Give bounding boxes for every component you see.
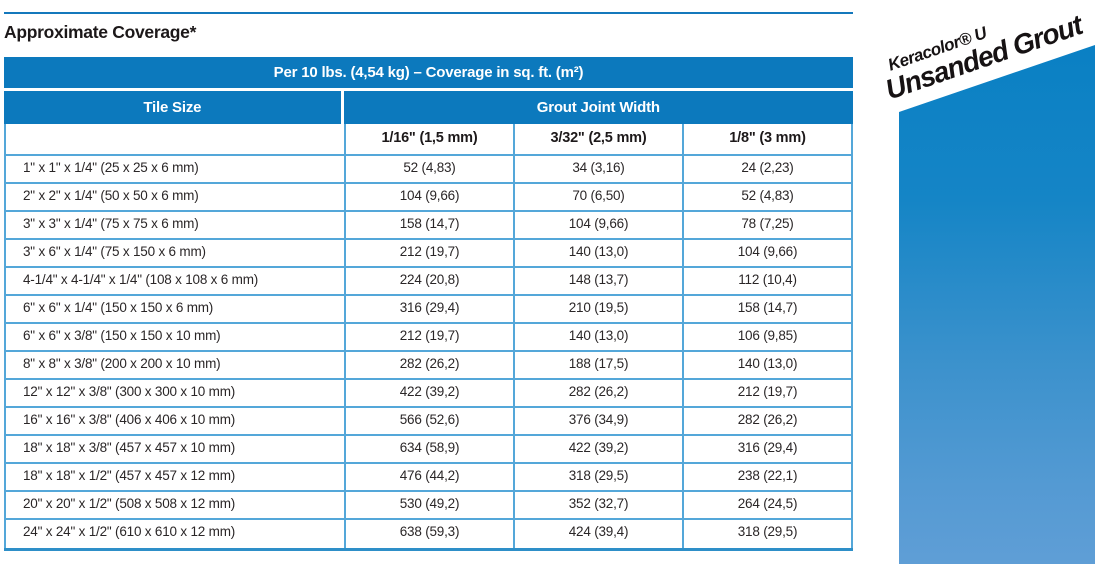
coverage-3-32-cell: 210 (19,5) (513, 296, 682, 322)
coverage-3-32-cell: 140 (13,0) (513, 240, 682, 266)
coverage-1-8-cell: 24 (2,23) (682, 156, 851, 182)
table-row: 1" x 1" x 1/4" (25 x 25 x 6 mm) 52 (4,83… (4, 156, 853, 184)
coverage-table: Per 10 lbs. (4,54 kg) – Coverage in sq. … (4, 57, 853, 551)
coverage-3-32-cell: 282 (26,2) (513, 380, 682, 406)
tile-size-cell: 8" x 8" x 3/8" (200 x 200 x 10 mm) (23, 356, 221, 371)
coverage-1-8-cell: 112 (10,4) (682, 268, 851, 294)
coverage-1-16-cell: 212 (19,7) (344, 324, 513, 350)
table-row: 6" x 6" x 1/4" (150 x 150 x 6 mm) 316 (2… (4, 296, 853, 324)
coverage-1-16-cell: 634 (58,9) (344, 436, 513, 462)
coverage-3-32-cell: 34 (3,16) (513, 156, 682, 182)
coverage-1-8-cell: 282 (26,2) (682, 408, 851, 434)
coverage-1-8-cell: 212 (19,7) (682, 380, 851, 406)
tile-size-header: Tile Size (4, 91, 344, 124)
table-subheader-row: 1/16" (1,5 mm) 3/32" (2,5 mm) 1/8" (3 mm… (4, 124, 853, 156)
coverage-1-8-cell: 140 (13,0) (682, 352, 851, 378)
coverage-3-32-cell: 70 (6,50) (513, 184, 682, 210)
tile-size-cell: 6" x 6" x 3/8" (150 x 150 x 10 mm) (23, 328, 221, 343)
coverage-3-32-cell: 188 (17,5) (513, 352, 682, 378)
top-divider-rule (4, 12, 853, 14)
coverage-1-8-cell: 316 (29,4) (682, 436, 851, 462)
coverage-3-32-cell: 422 (39,2) (513, 436, 682, 462)
coverage-1-16-cell: 282 (26,2) (344, 352, 513, 378)
table-row: 8" x 8" x 3/8" (200 x 200 x 10 mm) 282 (… (4, 352, 853, 380)
subheader-3-32: 3/32" (2,5 mm) (513, 124, 682, 154)
table-row: 18" x 18" x 3/8" (457 x 457 x 10 mm) 634… (4, 436, 853, 464)
coverage-1-16-cell: 158 (14,7) (344, 212, 513, 238)
tile-size-cell: 4-1/4" x 4-1/4" x 1/4" (108 x 108 x 6 mm… (23, 272, 259, 287)
coverage-1-8-cell: 264 (24,5) (682, 492, 851, 518)
coverage-1-8-cell: 158 (14,7) (682, 296, 851, 322)
table-row: 6" x 6" x 3/8" (150 x 150 x 10 mm) 212 (… (4, 324, 853, 352)
subheader-1-16: 1/16" (1,5 mm) (344, 124, 513, 154)
coverage-1-8-cell: 106 (9,85) (682, 324, 851, 350)
table-row: 18" x 18" x 1/2" (457 x 457 x 12 mm) 476… (4, 464, 853, 492)
coverage-1-16-cell: 476 (44,2) (344, 464, 513, 490)
table-row: 2" x 2" x 1/4" (50 x 50 x 6 mm) 104 (9,6… (4, 184, 853, 212)
tile-size-cell: 12" x 12" x 3/8" (300 x 300 x 10 mm) (23, 384, 236, 399)
coverage-1-8-cell: 238 (22,1) (682, 464, 851, 490)
coverage-1-8-cell: 104 (9,66) (682, 240, 851, 266)
coverage-1-16-cell: 530 (49,2) (344, 492, 513, 518)
tile-size-cell: 3" x 3" x 1/4" (75 x 75 x 6 mm) (23, 216, 199, 231)
subheader-empty-cell (6, 124, 344, 154)
table-row: 3" x 6" x 1/4" (75 x 150 x 6 mm) 212 (19… (4, 240, 853, 268)
table-row: 3" x 3" x 1/4" (75 x 75 x 6 mm) 158 (14,… (4, 212, 853, 240)
coverage-1-8-cell: 52 (4,83) (682, 184, 851, 210)
table-row: 12" x 12" x 3/8" (300 x 300 x 10 mm) 422… (4, 380, 853, 408)
product-banner-panel (899, 45, 1095, 564)
tile-size-cell: 20" x 20" x 1/2" (508 x 508 x 12 mm) (23, 496, 236, 511)
coverage-3-32-cell: 376 (34,9) (513, 408, 682, 434)
coverage-3-32-cell: 318 (29,5) (513, 464, 682, 490)
tile-size-cell: 6" x 6" x 1/4" (150 x 150 x 6 mm) (23, 300, 214, 315)
coverage-1-8-cell: 318 (29,5) (682, 520, 851, 548)
coverage-1-8-cell: 78 (7,25) (682, 212, 851, 238)
subheader-1-8: 1/8" (3 mm) (682, 124, 851, 154)
coverage-3-32-cell: 424 (39,4) (513, 520, 682, 548)
coverage-3-32-cell: 104 (9,66) (513, 212, 682, 238)
tile-size-cell: 18" x 18" x 3/8" (457 x 457 x 10 mm) (23, 440, 236, 455)
tile-size-cell: 16" x 16" x 3/8" (406 x 406 x 10 mm) (23, 412, 236, 427)
header-gap (4, 88, 853, 91)
coverage-1-16-cell: 638 (59,3) (344, 520, 513, 548)
coverage-3-32-cell: 352 (32,7) (513, 492, 682, 518)
coverage-1-16-cell: 316 (29,4) (344, 296, 513, 322)
table-header-row: Tile Size Grout Joint Width (4, 91, 853, 124)
coverage-1-16-cell: 212 (19,7) (344, 240, 513, 266)
table-row: 16" x 16" x 3/8" (406 x 406 x 10 mm) 566… (4, 408, 853, 436)
table-row: 4-1/4" x 4-1/4" x 1/4" (108 x 108 x 6 mm… (4, 268, 853, 296)
tile-size-cell: 3" x 6" x 1/4" (75 x 150 x 6 mm) (23, 244, 206, 259)
coverage-3-32-cell: 148 (13,7) (513, 268, 682, 294)
coverage-1-16-cell: 52 (4,83) (344, 156, 513, 182)
coverage-1-16-cell: 224 (20,8) (344, 268, 513, 294)
coverage-1-16-cell: 566 (52,6) (344, 408, 513, 434)
tile-size-cell: 1" x 1" x 1/4" (25 x 25 x 6 mm) (23, 160, 199, 175)
table-span-header: Per 10 lbs. (4,54 kg) – Coverage in sq. … (4, 57, 853, 88)
coverage-1-16-cell: 422 (39,2) (344, 380, 513, 406)
tile-size-cell: 18" x 18" x 1/2" (457 x 457 x 12 mm) (23, 468, 236, 483)
table-row: 24" x 24" x 1/2" (610 x 610 x 12 mm) 638… (4, 520, 853, 548)
tile-size-cell: 24" x 24" x 1/2" (610 x 610 x 12 mm) (23, 524, 236, 539)
tile-size-cell: 2" x 2" x 1/4" (50 x 50 x 6 mm) (23, 188, 199, 203)
coverage-1-16-cell: 104 (9,66) (344, 184, 513, 210)
table-row: 20" x 20" x 1/2" (508 x 508 x 12 mm) 530… (4, 492, 853, 520)
coverage-3-32-cell: 140 (13,0) (513, 324, 682, 350)
page-title: Approximate Coverage* (4, 22, 197, 42)
grout-joint-width-header: Grout Joint Width (343, 91, 853, 124)
